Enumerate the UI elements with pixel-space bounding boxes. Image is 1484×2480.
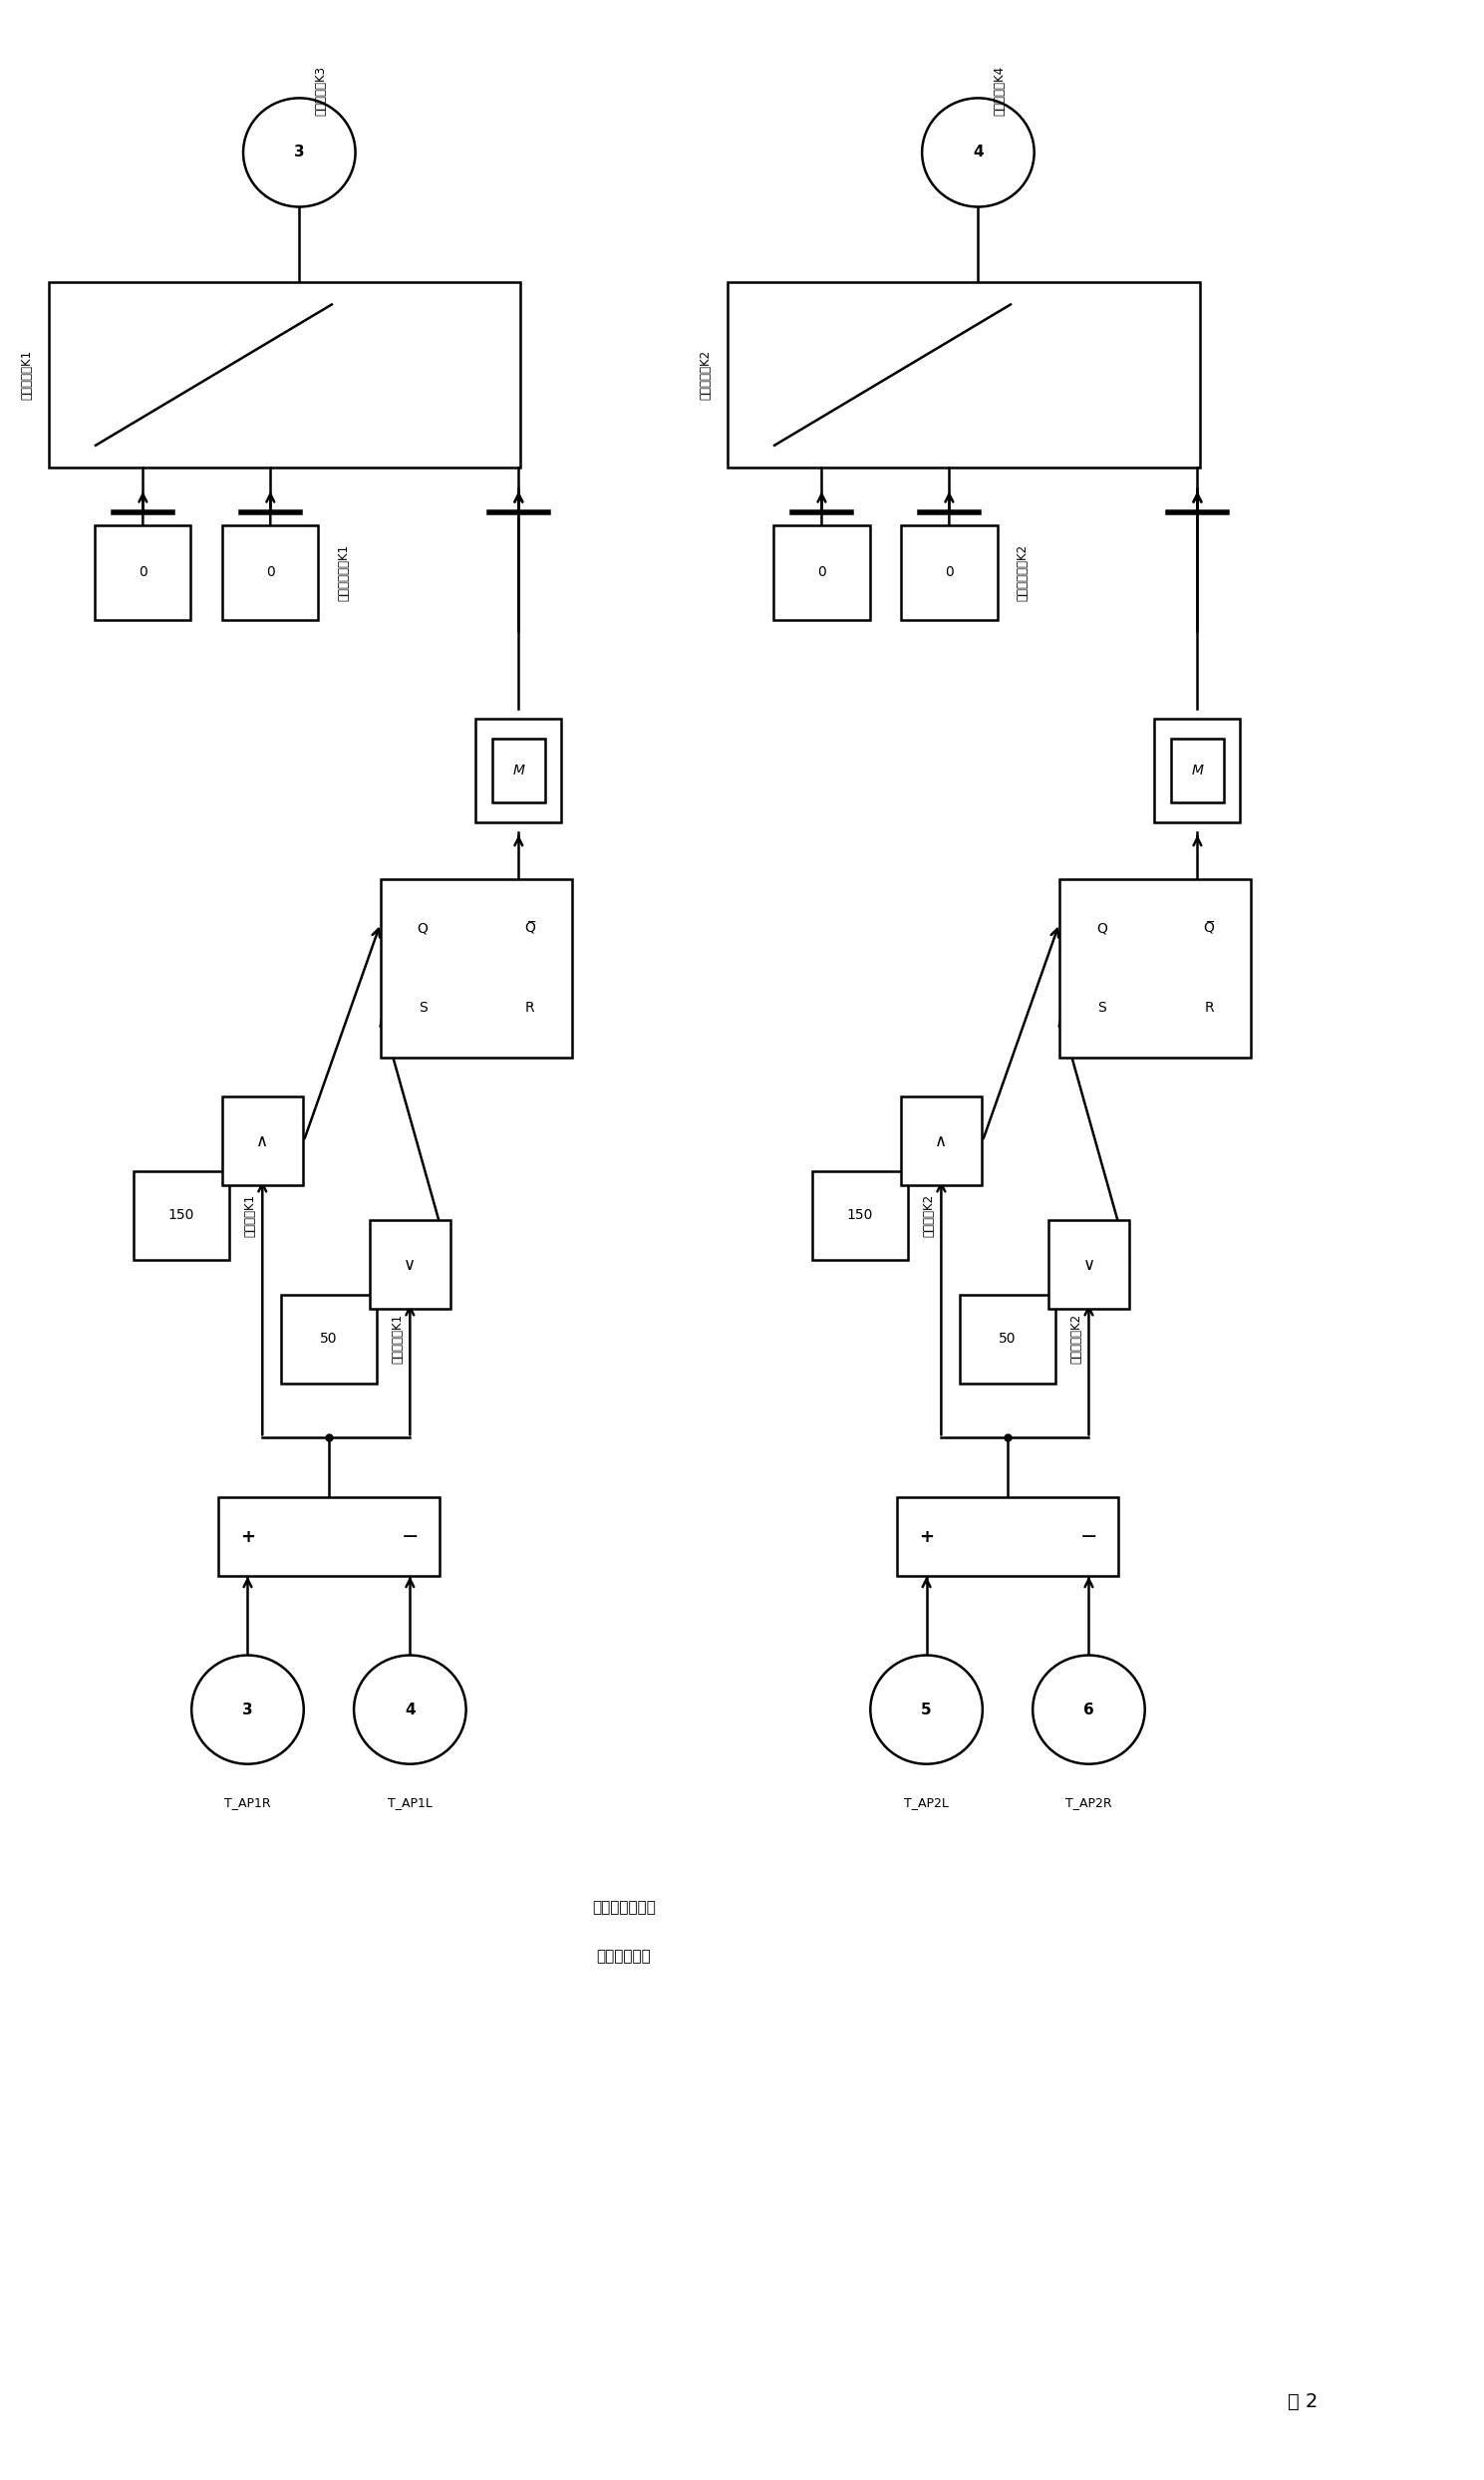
Text: Q: Q [1097,923,1107,935]
Bar [218,1498,439,1577]
Bar [960,1295,1055,1384]
Bar [1048,1220,1129,1309]
Text: 0: 0 [945,565,954,580]
Text: T_AP2R: T_AP2R [1066,1796,1112,1808]
Bar [901,1096,982,1185]
Bar [901,526,997,620]
Text: ∧: ∧ [935,1133,947,1151]
Bar [1060,878,1251,1056]
Ellipse shape [1033,1654,1144,1763]
Text: 50: 50 [999,1332,1017,1347]
Text: 6: 6 [1083,1701,1094,1716]
Bar [896,1498,1119,1577]
Text: T_AP1R: T_AP1R [224,1796,272,1808]
Bar [727,283,1199,469]
Text: R: R [525,999,534,1014]
Text: 0: 0 [266,565,275,580]
Bar [95,526,191,620]
Ellipse shape [871,1654,982,1763]
Bar [280,1295,377,1384]
Ellipse shape [922,99,1034,206]
Bar [370,1220,451,1309]
Text: 50: 50 [321,1332,337,1347]
Ellipse shape [243,99,355,206]
Bar [476,719,561,823]
Text: ∨: ∨ [404,1255,416,1275]
Bar [1171,739,1224,804]
Text: 去激活阈值K1: 去激活阈值K1 [390,1314,404,1364]
Ellipse shape [353,1654,466,1763]
Text: −: − [401,1528,418,1548]
Text: T_AP1L: T_AP1L [387,1796,432,1808]
Text: +: + [919,1528,933,1545]
Text: 5: 5 [922,1701,932,1716]
Text: 授权人的预选K1: 授权人的预选K1 [337,543,350,600]
Bar [49,283,521,469]
Text: 热冲击标记K3: 热冲击标记K3 [315,67,326,117]
Text: 授权人的预选K2: 授权人的预选K2 [1015,543,1028,600]
Text: 4: 4 [405,1701,416,1716]
Text: Q̅: Q̅ [1204,923,1214,935]
Text: S: S [1097,999,1106,1014]
Text: 手动预选值K2: 手动预选值K2 [699,350,712,399]
Ellipse shape [191,1654,304,1763]
Text: −: − [1080,1528,1098,1548]
Bar [380,878,573,1056]
Bar [493,739,545,804]
Text: R: R [1204,999,1214,1014]
Text: +: + [240,1528,255,1545]
Text: 0: 0 [818,565,827,580]
Text: 3: 3 [294,144,304,159]
Bar [1155,719,1241,823]
Text: M: M [1192,764,1204,776]
Text: 150: 150 [168,1208,194,1223]
Bar [812,1171,908,1260]
Text: M: M [512,764,524,776]
Text: 手动预选值K1: 手动预选值K1 [21,350,34,399]
Text: S: S [418,999,427,1014]
Text: 激活阈值K1: 激活阈值K1 [243,1193,257,1238]
Text: 激活阈值K2: 激活阈值K2 [922,1193,935,1238]
Bar [773,526,870,620]
Text: ∧: ∧ [257,1133,269,1151]
Text: 150: 150 [847,1208,873,1223]
Text: 热冲击标记K4: 热冲击标记K4 [993,67,1006,117]
Bar [134,1171,229,1260]
Text: 0: 0 [138,565,147,580]
Bar [223,526,319,620]
Text: 监控温度梯度: 监控温度梯度 [597,1949,651,1964]
Text: ∨: ∨ [1083,1255,1095,1275]
Text: 在离合器片内部: 在离合器片内部 [592,1900,656,1915]
Text: Q̅: Q̅ [525,923,536,935]
Text: T_AP2L: T_AP2L [904,1796,948,1808]
Text: 去激活阈值K2: 去激活阈值K2 [1070,1314,1082,1364]
Text: 4: 4 [974,144,984,159]
Text: Q: Q [417,923,427,935]
Bar [221,1096,303,1185]
Text: 图 2: 图 2 [1288,2393,1318,2411]
Text: 3: 3 [242,1701,252,1716]
